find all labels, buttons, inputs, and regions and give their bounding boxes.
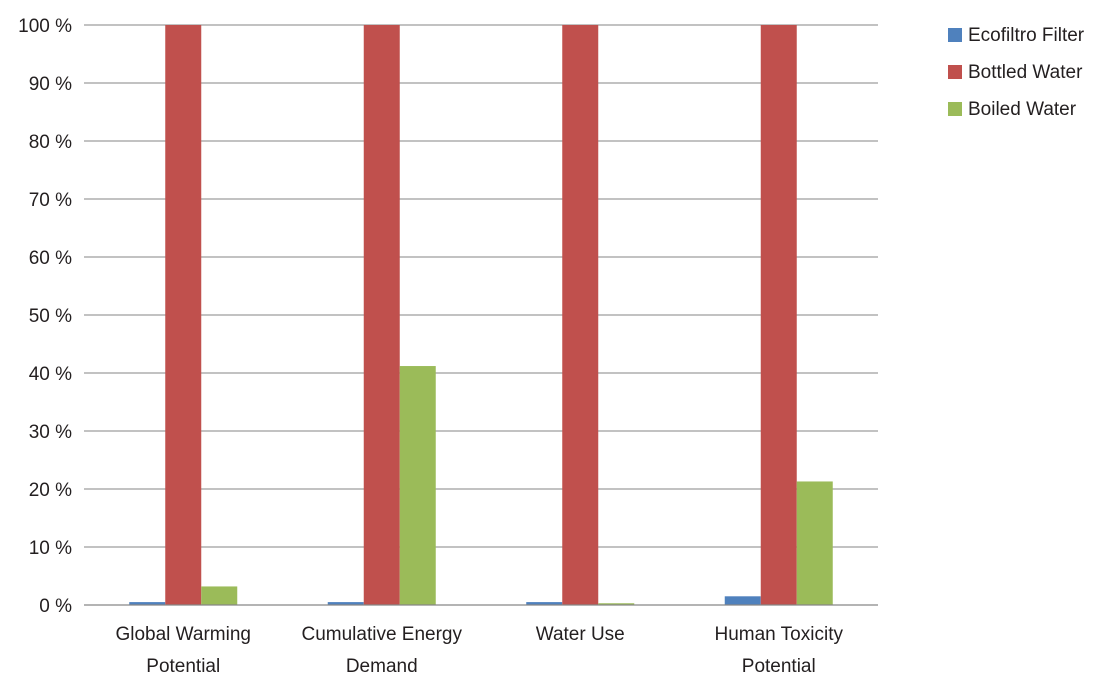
y-tick-label: 30 % — [29, 422, 72, 443]
legend-swatch — [948, 28, 962, 42]
axes: 0 % 10 % 20 % 30 % 40 % 50 % 60 % 70 % 80 % 90 % 1… — [18, 16, 878, 677]
y-tick-label: 50 % — [29, 306, 72, 327]
bar-boiled-water — [201, 586, 238, 605]
y-tick-label: 60 % — [29, 248, 72, 269]
x-tick-label: Global Warming — [115, 624, 251, 645]
x-tick-label: Potential — [742, 656, 816, 677]
bar-ecofiltro-filter — [526, 602, 563, 605]
bar-boiled-water — [399, 366, 436, 605]
legend-swatch — [948, 65, 962, 79]
legend: Ecofiltro Filter Bottled Water Boiled Wate… — [948, 25, 1085, 120]
bar-bottled-water — [760, 25, 797, 605]
bar-bottled-water — [363, 25, 400, 605]
x-tick-label: Human Toxicity — [715, 624, 844, 645]
y-tick-label: 10 % — [29, 538, 72, 559]
x-tick-label: Cumulative Energy — [301, 624, 462, 645]
legend-swatch — [948, 102, 962, 116]
y-tick-label: 20 % — [29, 480, 72, 501]
bar-ecofiltro-filter — [327, 602, 364, 605]
bar-ecofiltro-filter — [129, 602, 166, 605]
gridlines — [84, 24, 878, 606]
legend-label: Boiled Water — [968, 99, 1077, 120]
x-tick-label: Water Use — [536, 624, 625, 645]
y-tick-label: 90 % — [29, 74, 72, 95]
legend-label: Ecofiltro Filter — [968, 25, 1085, 46]
bar-ecofiltro-filter — [724, 596, 761, 605]
bar-boiled-water — [796, 481, 833, 605]
y-tick-label: 0 % — [39, 596, 72, 617]
legend-label: Bottled Water — [968, 62, 1083, 83]
y-tick-label: 40 % — [29, 364, 72, 385]
bar-bottled-water — [165, 25, 202, 605]
y-tick-label: 70 % — [29, 190, 72, 211]
x-tick-label: Demand — [346, 656, 418, 677]
bar-boiled-water — [598, 603, 635, 605]
y-tick-label: 80 % — [29, 132, 72, 153]
x-tick-label: Potential — [146, 656, 220, 677]
bar-bottled-water — [562, 25, 599, 605]
bars — [129, 25, 833, 605]
y-tick-label: 100 % — [18, 16, 72, 37]
